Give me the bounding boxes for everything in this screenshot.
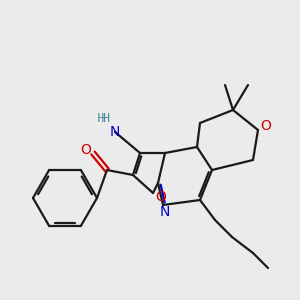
- Text: H: H: [96, 112, 106, 124]
- Text: O: O: [261, 119, 272, 133]
- Text: O: O: [156, 190, 167, 204]
- Text: N: N: [110, 125, 120, 139]
- Text: H: H: [100, 112, 110, 124]
- Text: N: N: [160, 205, 170, 219]
- Text: O: O: [81, 143, 92, 157]
